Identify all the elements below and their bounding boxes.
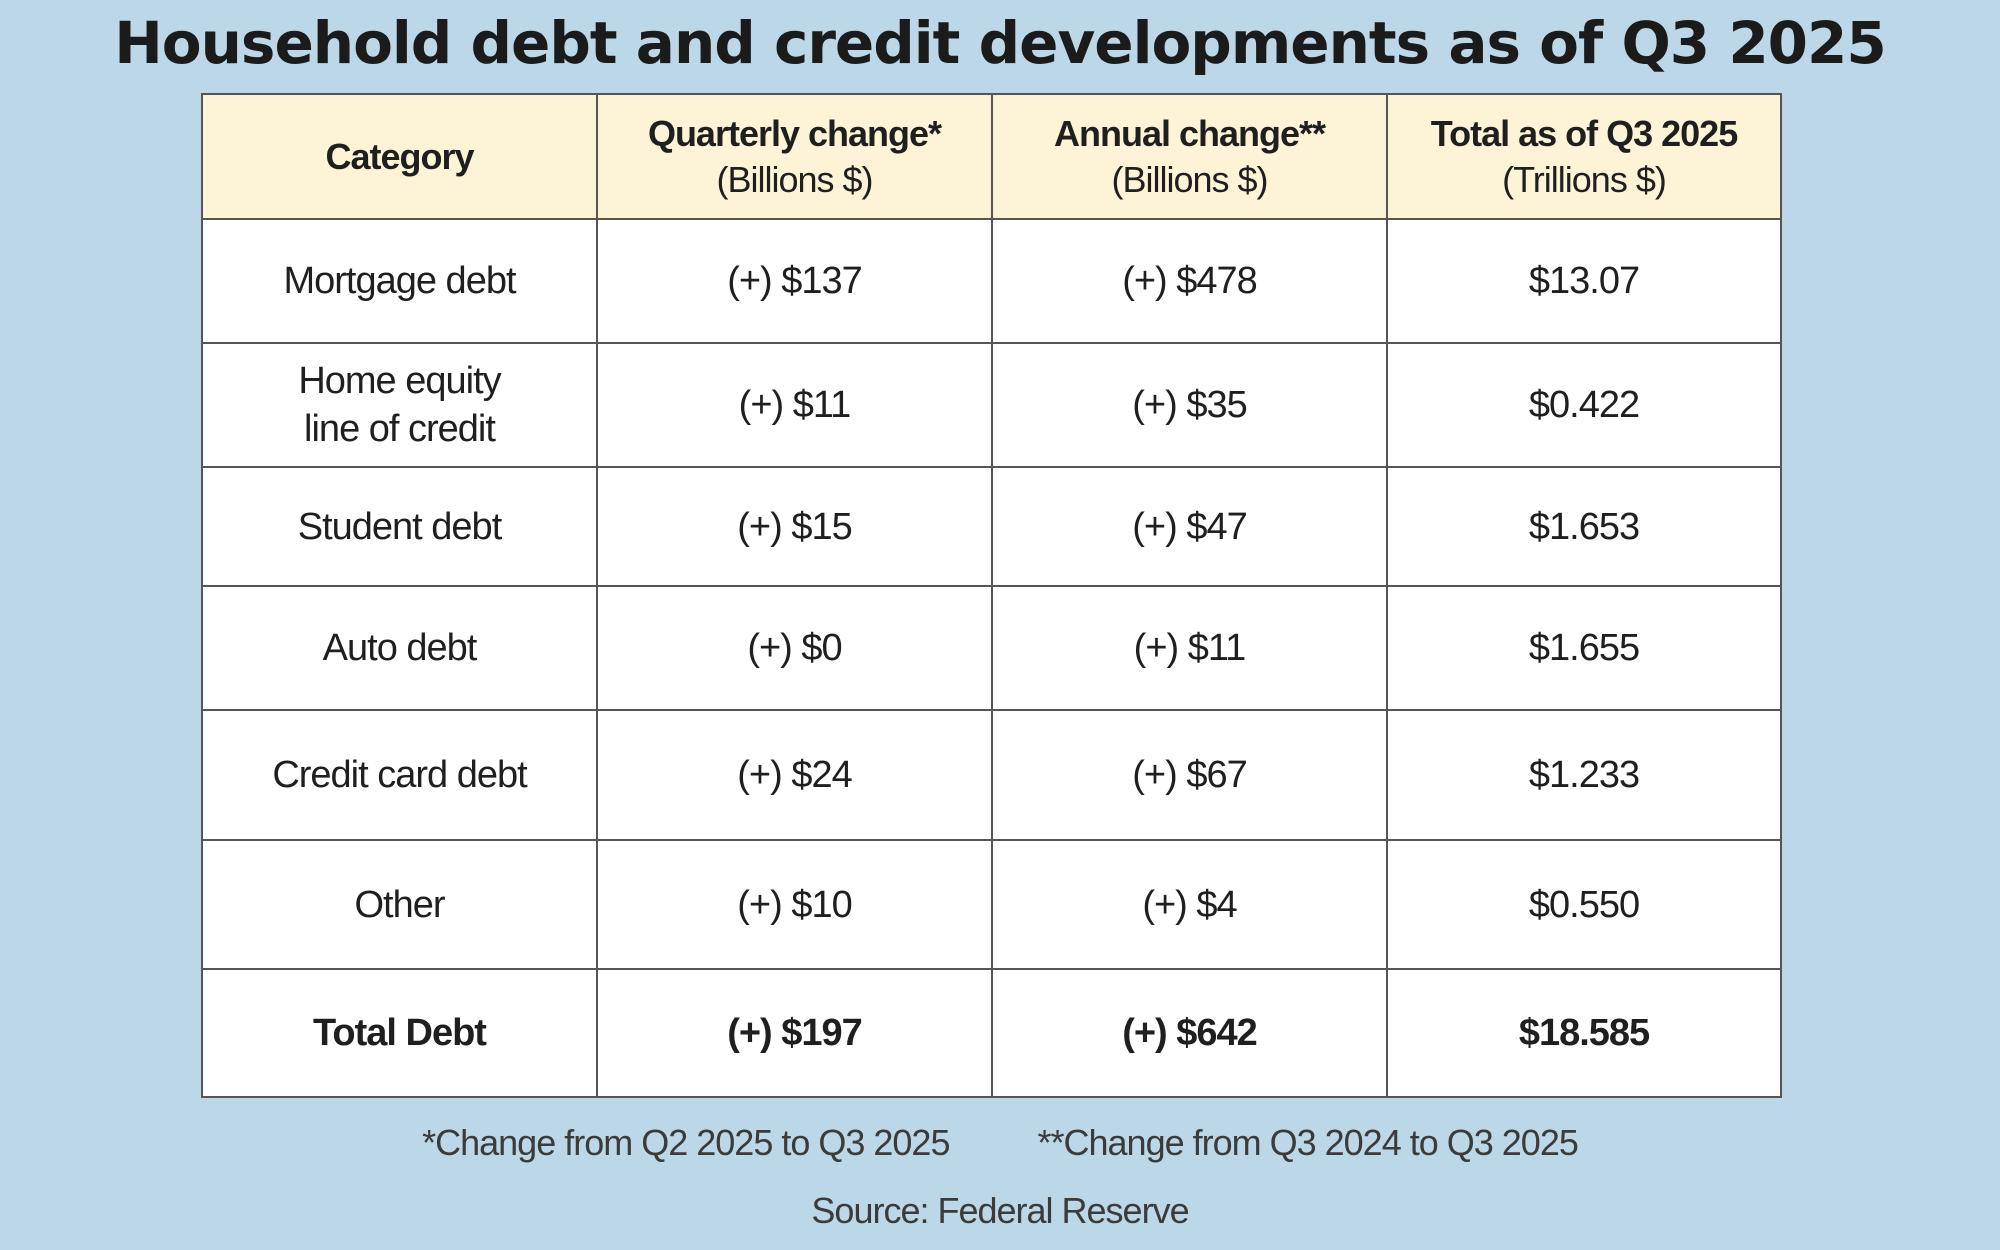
column-header-category: Category: [201, 93, 598, 220]
quarterly-change-cell: (+) $15: [596, 466, 993, 587]
category-cell: Home equity line of credit: [201, 342, 598, 468]
category-label: Auto debt: [322, 627, 478, 669]
total-cell: $0.422: [1386, 342, 1782, 468]
total-amount-cell: $18.585: [1386, 968, 1782, 1098]
total-row: Total Debt (+) $197 (+) $642 $18.585: [201, 968, 1782, 1098]
annual-change-cell: (+) $35: [991, 342, 1388, 468]
table-header-row: Category Quarterly change* (Billions $) …: [201, 93, 1782, 220]
table-row: Other (+) $10 (+) $4 $0.550: [201, 839, 1782, 970]
total-cell: $1.233: [1386, 709, 1782, 841]
column-header-label: Annual change**: [1053, 112, 1326, 154]
category-cell: Student debt: [201, 466, 598, 587]
total-cell: $13.07: [1386, 218, 1782, 344]
annual-change-cell: (+) $478: [991, 218, 1388, 344]
quarterly-change-cell: (+) $10: [596, 839, 993, 970]
table-row: Student debt (+) $15 (+) $47 $1.653: [201, 466, 1782, 587]
annual-change-cell: (+) $11: [991, 585, 1388, 711]
category-cell: Credit card debt: [201, 709, 598, 841]
total-category-cell: Total Debt: [201, 968, 598, 1098]
quarterly-change-cell: (+) $24: [596, 709, 993, 841]
column-header-quarterly: Quarterly change* (Billions $): [596, 93, 993, 220]
column-header-unit: (Billions $): [1111, 158, 1268, 200]
category-label: Home equity: [298, 360, 501, 402]
table-row: Home equity line of credit (+) $11 (+) $…: [201, 342, 1782, 468]
column-header-label: Category: [325, 135, 474, 177]
total-cell: $1.653: [1386, 466, 1782, 587]
column-header-annual: Annual change** (Billions $): [991, 93, 1388, 220]
total-cell: $0.550: [1386, 839, 1782, 970]
column-header-total: Total as of Q3 2025 (Trillions $): [1386, 93, 1782, 220]
footnotes: *Change from Q2 2025 to Q3 2025 **Change …: [0, 1122, 2000, 1164]
total-cell: $1.655: [1386, 585, 1782, 711]
column-header-unit: (Trillions $): [1502, 158, 1667, 200]
debt-table: Category Quarterly change* (Billions $) …: [201, 93, 1782, 1098]
annual-change-cell: (+) $4: [991, 839, 1388, 970]
annual-change-cell: (+) $67: [991, 709, 1388, 841]
category-cell: Mortgage debt: [201, 218, 598, 344]
footnote-annual: **Change from Q3 2024 to Q3 2025: [1037, 1122, 1578, 1163]
category-cell: Other: [201, 839, 598, 970]
category-label: Mortgage debt: [283, 260, 516, 302]
total-annual-change-cell: (+) $642: [991, 968, 1388, 1098]
column-header-label: Quarterly change*: [647, 112, 942, 154]
category-label: Credit card debt: [272, 754, 527, 796]
category-label: Student debt: [297, 505, 503, 548]
category-label: Other: [354, 883, 445, 926]
footnote-quarterly: *Change from Q2 2025 to Q3 2025: [422, 1122, 950, 1163]
column-header-unit: (Billions $): [716, 158, 873, 200]
column-header-label: Total as of Q3 2025: [1430, 112, 1738, 154]
quarterly-change-cell: (+) $11: [596, 342, 993, 468]
category-label: line of credit: [304, 408, 496, 450]
table-row: Mortgage debt (+) $137 (+) $478 $13.07: [201, 218, 1782, 344]
quarterly-change-cell: (+) $137: [596, 218, 993, 344]
annual-change-cell: (+) $47: [991, 466, 1388, 587]
total-quarterly-change-cell: (+) $197: [596, 968, 993, 1098]
chart-title: Household debt and credit developments a…: [114, 9, 1887, 77]
table-row: Auto debt (+) $0 (+) $11 $1.655: [201, 585, 1782, 711]
category-cell: Auto debt: [201, 585, 598, 711]
source-note: Source: Federal Reserve: [811, 1190, 1189, 1231]
table-row: Credit card debt (+) $24 (+) $67 $1.233: [201, 709, 1782, 841]
quarterly-change-cell: (+) $0: [596, 585, 993, 711]
